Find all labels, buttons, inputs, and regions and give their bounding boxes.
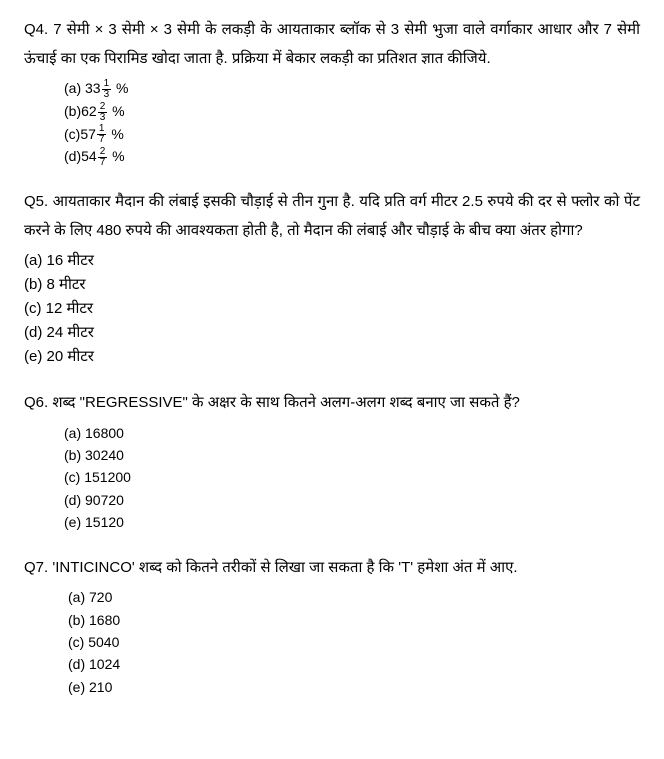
option-item: (d) 1024 [68, 653, 640, 675]
option-item: (e) 15120 [64, 511, 640, 533]
option-item: (b) 8 मीटर [24, 273, 640, 297]
option-item: (b) 30240 [64, 444, 640, 466]
options-list: (a) 720(b) 1680(c) 5040(d) 1024(e) 210 [24, 586, 640, 698]
question: Q5. आयताकार मैदान की लंबाई इसकी चौड़ाई स… [24, 188, 640, 369]
option-item: (a) 16800 [64, 422, 640, 444]
option-item: (a) 16 मीटर [24, 249, 640, 273]
question-text: Q7. 'INTICINCO' शब्द को कितने तरीकों से … [24, 554, 640, 583]
option-item: (c) 151200 [64, 466, 640, 488]
option-item: (c)5717 % [64, 123, 640, 146]
fraction: 23 [98, 102, 108, 123]
question-text: Q6. शब्द "REGRESSIVE" के अक्षर के साथ कि… [24, 389, 640, 418]
option-item: (e) 20 मीटर [24, 345, 640, 369]
option-item: (b)6223 % [64, 100, 640, 123]
option-item: (d) 24 मीटर [24, 321, 640, 345]
fraction: 17 [97, 124, 107, 145]
option-item: (d) 90720 [64, 489, 640, 511]
option-item: (e) 210 [68, 676, 640, 698]
question-text: Q5. आयताकार मैदान की लंबाई इसकी चौड़ाई स… [24, 188, 640, 245]
question: Q4. 7 सेमी × 3 सेमी × 3 सेमी के लकड़ी के… [24, 16, 640, 168]
options-list: (a) 3313 %(b)6223 %(c)5717 %(d)5427 % [24, 77, 640, 168]
option-item: (c) 5040 [68, 631, 640, 653]
question: Q7. 'INTICINCO' शब्द को कितने तरीकों से … [24, 554, 640, 698]
question-text: Q4. 7 सेमी × 3 सेमी × 3 सेमी के लकड़ी के… [24, 16, 640, 73]
question: Q6. शब्द "REGRESSIVE" के अक्षर के साथ कि… [24, 389, 640, 533]
option-item: (a) 720 [68, 586, 640, 608]
option-item: (a) 3313 % [64, 77, 640, 100]
options-list: (a) 16800(b) 30240(c) 151200(d) 90720 (e… [24, 422, 640, 534]
fraction: 27 [98, 147, 108, 168]
option-item: (c) 12 मीटर [24, 297, 640, 321]
option-item: (b) 1680 [68, 609, 640, 631]
options-list: (a) 16 मीटर(b) 8 मीटर(c) 12 मीटर(d) 24 म… [24, 249, 640, 369]
fraction: 13 [102, 79, 112, 100]
option-item: (d)5427 % [64, 145, 640, 168]
